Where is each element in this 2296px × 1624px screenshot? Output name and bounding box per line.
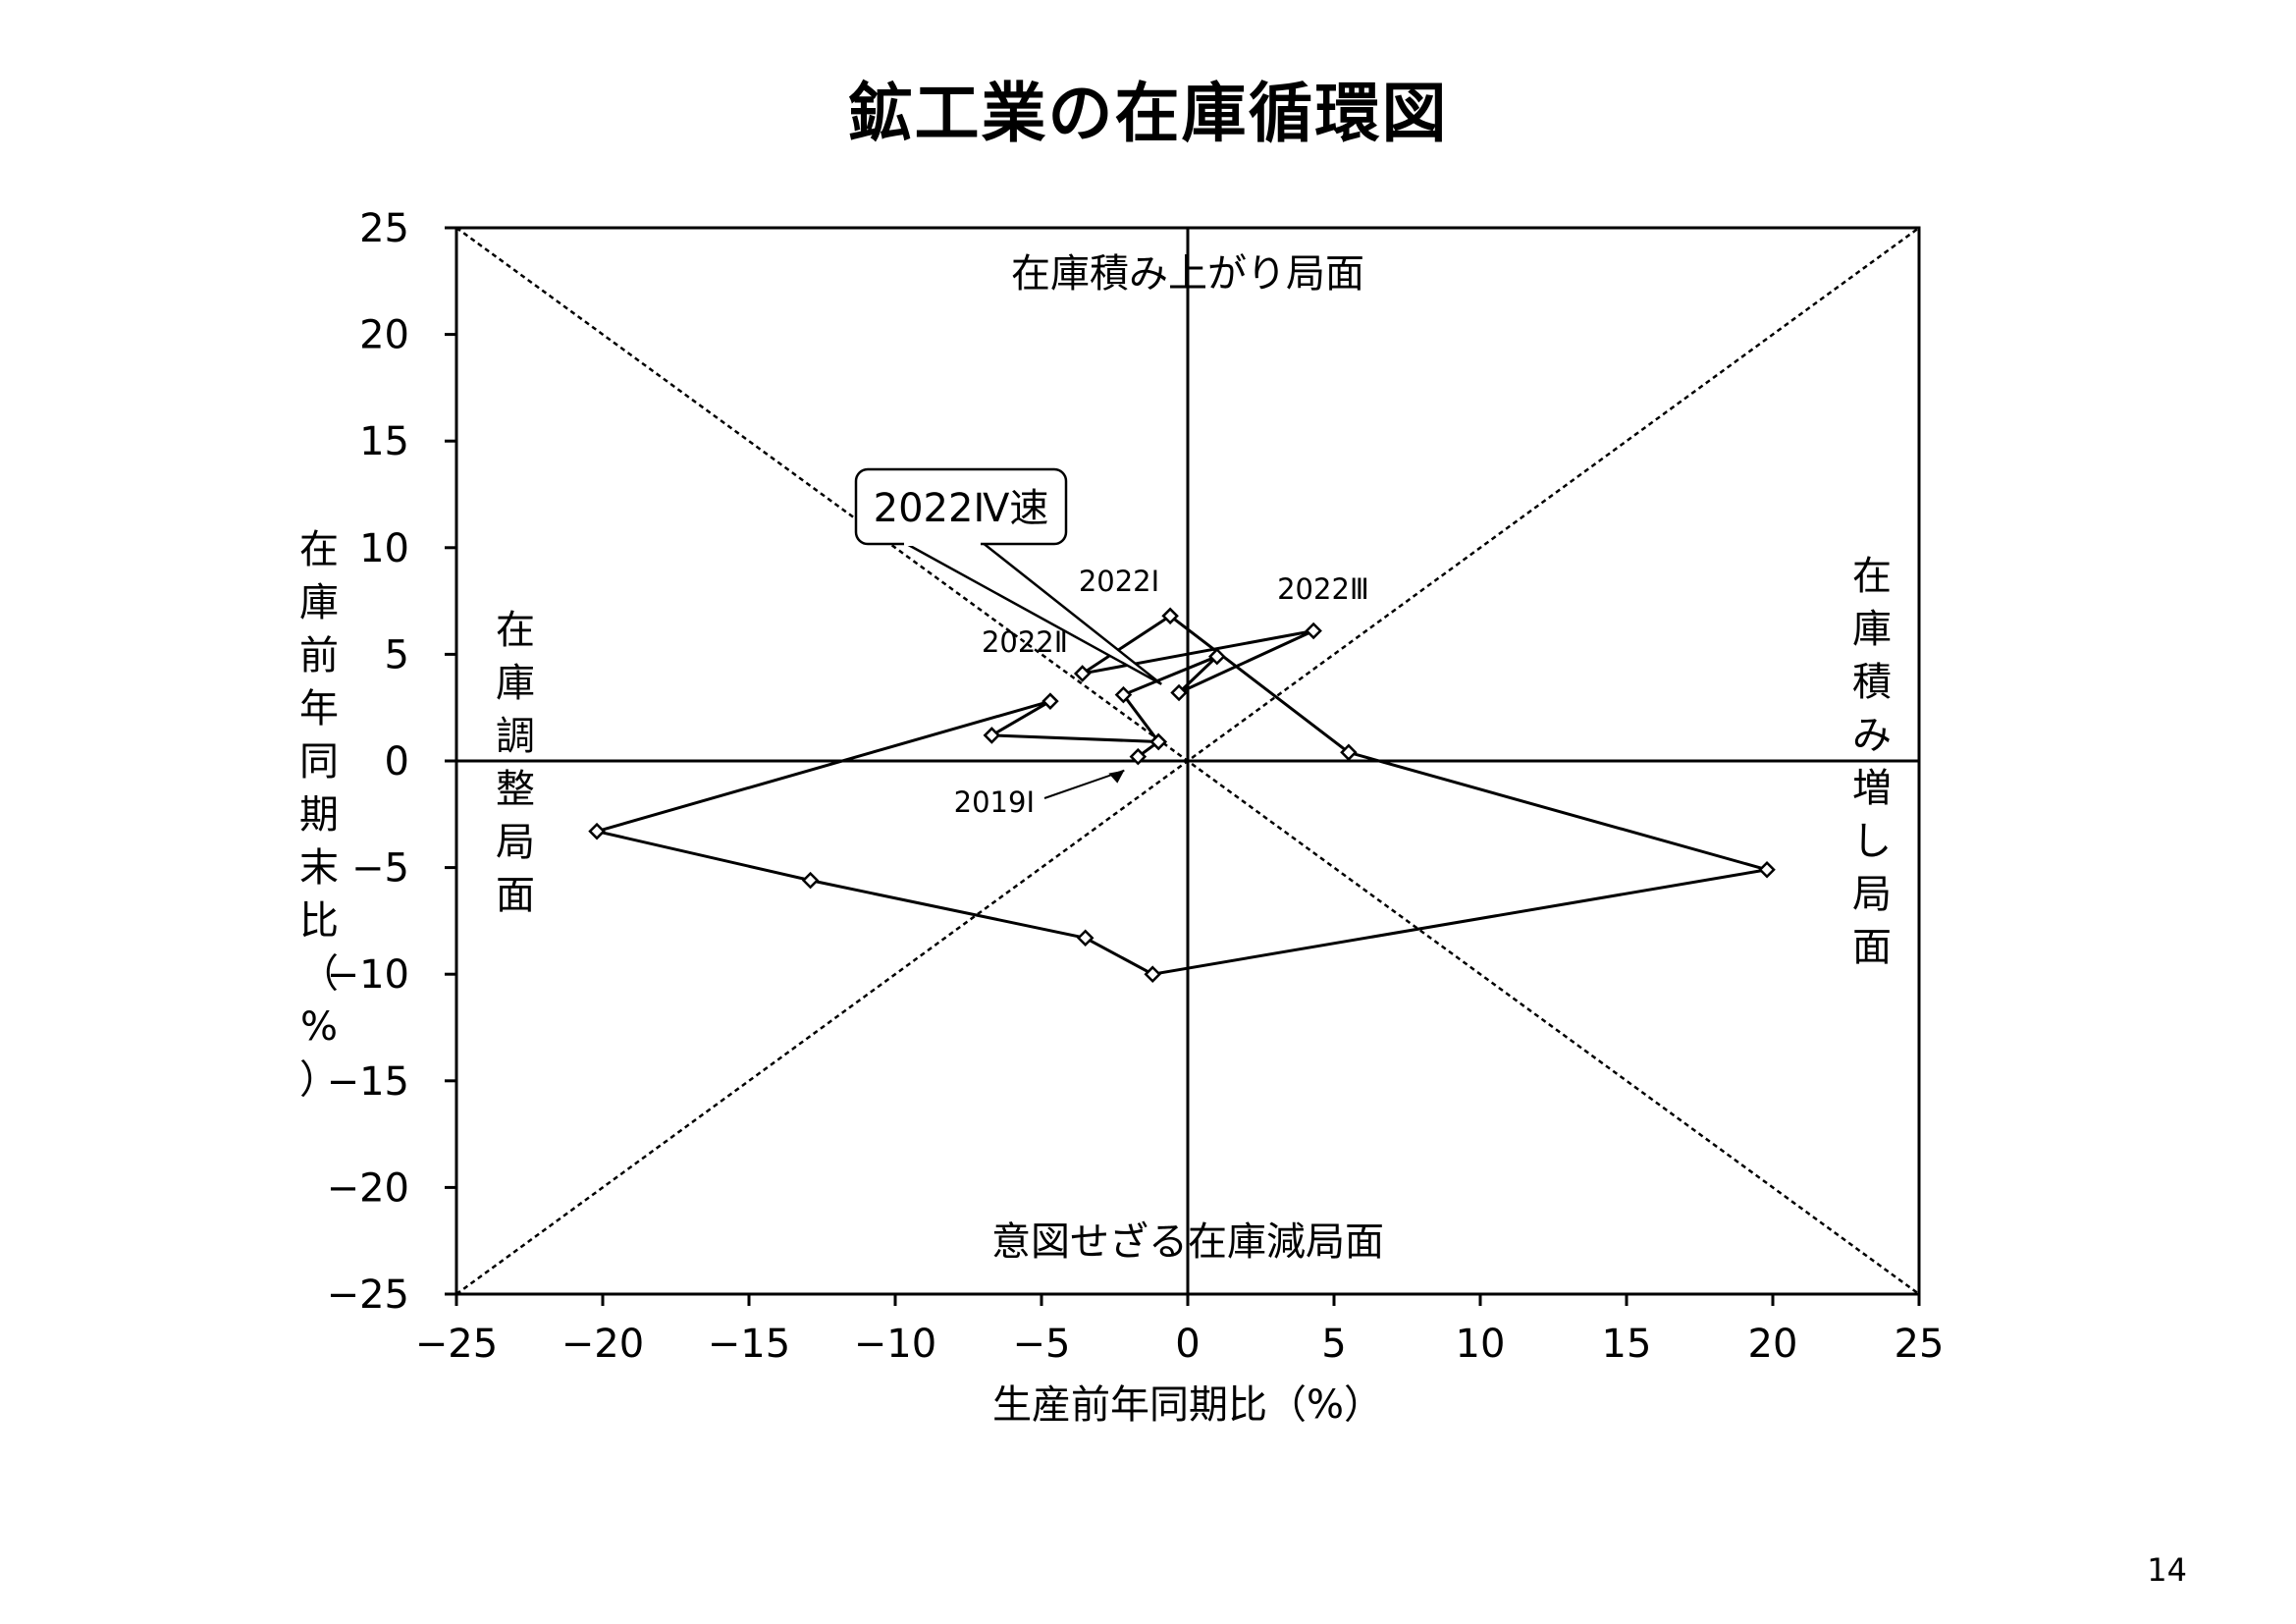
data-point-marker bbox=[588, 822, 606, 840]
series-line-0 bbox=[596, 614, 1768, 976]
y-tick-label: −15 bbox=[327, 1059, 409, 1105]
callout-pointer bbox=[902, 540, 1162, 685]
x-tick-label: −25 bbox=[415, 1322, 498, 1367]
x-tick-label: 10 bbox=[1456, 1322, 1506, 1367]
y-tick-label: 5 bbox=[385, 632, 409, 677]
slide-title: 鉱工業の在庫循環図 bbox=[847, 76, 1449, 151]
annotation-2022-i: 2022Ⅰ bbox=[1079, 565, 1159, 598]
x-tick-label: −10 bbox=[854, 1322, 936, 1367]
phase-label-right: 在庫積み増し局面 bbox=[1852, 554, 1892, 970]
y-tick-label: −20 bbox=[327, 1165, 409, 1211]
x-tick-label: 25 bbox=[1895, 1322, 1945, 1367]
data-point-marker bbox=[983, 727, 1001, 744]
callout-joint bbox=[904, 538, 981, 546]
callout: 2022Ⅳ速 bbox=[854, 467, 1162, 685]
x-tick-label: 5 bbox=[1321, 1322, 1346, 1367]
data-point-marker bbox=[1305, 622, 1322, 640]
x-axis-title: 生産前年同期比（%） bbox=[992, 1382, 1383, 1428]
point-annotations: 2019Ⅰ 2022Ⅰ 2022Ⅱ 2022Ⅲ bbox=[954, 565, 1369, 819]
data-point-marker bbox=[1114, 685, 1133, 704]
y-axis-title: 在庫前年同期末比（%） bbox=[299, 527, 339, 1103]
data-point-marker bbox=[1149, 732, 1167, 751]
y-tick-label: 0 bbox=[385, 739, 409, 785]
y-tick-label: −5 bbox=[351, 846, 409, 892]
y-tick-label: 15 bbox=[359, 419, 409, 464]
y-tick-label: 10 bbox=[359, 526, 409, 571]
annotation-2022-ii: 2022Ⅱ bbox=[982, 625, 1068, 659]
data-point-marker bbox=[1041, 692, 1059, 710]
axis-titles: 生産前年同期比（%） 在庫前年同期末比（%） bbox=[299, 527, 1383, 1428]
y-tick-label: −10 bbox=[327, 952, 409, 998]
data-point-marker bbox=[1170, 683, 1188, 702]
x-tick-label: 0 bbox=[1175, 1322, 1200, 1367]
phase-label-bottom: 意図せざる在庫減局面 bbox=[991, 1219, 1384, 1265]
data-point-marker bbox=[1208, 647, 1226, 666]
data-point-marker bbox=[1758, 861, 1776, 879]
data-point-marker bbox=[1076, 929, 1095, 947]
data-point-marker bbox=[1340, 743, 1358, 762]
phase-label-top: 在庫積み上がり局面 bbox=[1011, 251, 1364, 297]
zero-axes bbox=[456, 228, 1919, 1294]
y-tick-label: 20 bbox=[359, 313, 409, 358]
x-tick-label: 15 bbox=[1602, 1322, 1652, 1367]
annotation-2019-i: 2019Ⅰ bbox=[954, 785, 1035, 819]
data-series bbox=[588, 607, 1776, 983]
annotation-2022-iii: 2022Ⅲ bbox=[1277, 572, 1369, 606]
y-tick-label: −25 bbox=[327, 1272, 409, 1318]
tick-labels: −25 −20 −15 −10 −5 0 5 10 15 20 25 −25 −20 −15 −10 −5 0 5… bbox=[327, 206, 1945, 1367]
phase-label-left: 在庫調整局面 bbox=[496, 608, 535, 918]
x-tick-label: 20 bbox=[1748, 1322, 1798, 1367]
data-point-marker bbox=[801, 871, 820, 890]
x-tick-label: −20 bbox=[561, 1322, 644, 1367]
page-number: 14 bbox=[2147, 1551, 2187, 1589]
data-point-marker bbox=[1129, 747, 1148, 766]
data-point-marker bbox=[1161, 607, 1179, 625]
data-point-marker bbox=[1144, 965, 1162, 983]
x-tick-label: −5 bbox=[1013, 1322, 1071, 1367]
x-tick-label: −15 bbox=[708, 1322, 790, 1367]
data-point-marker bbox=[1073, 665, 1092, 682]
annotation-arrow-head bbox=[1108, 770, 1125, 784]
callout-label: 2022Ⅳ速 bbox=[874, 486, 1049, 531]
y-tick-label: 25 bbox=[359, 206, 409, 251]
